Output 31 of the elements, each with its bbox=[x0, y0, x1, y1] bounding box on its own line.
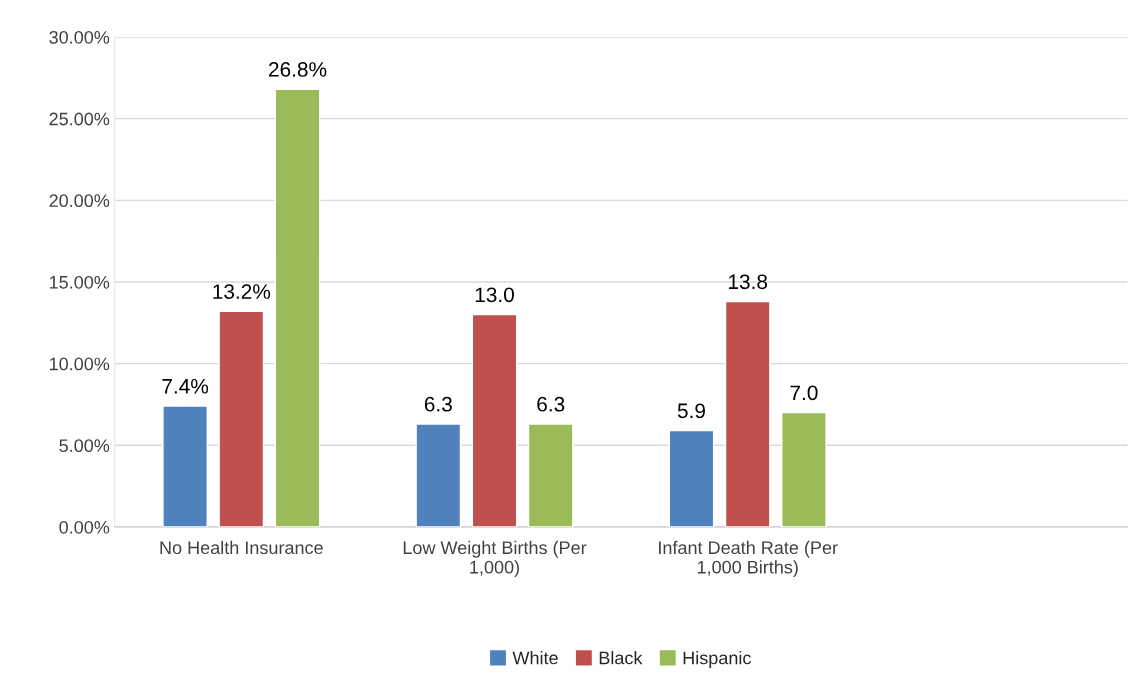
data-label: 26.8% bbox=[269, 62, 327, 77]
bar bbox=[415, 423, 462, 527]
y-tick-label: 25.00% bbox=[49, 112, 110, 126]
bar bbox=[471, 313, 518, 527]
data-label: 7.0 bbox=[790, 385, 818, 401]
y-tick-label: 5.00% bbox=[59, 439, 110, 453]
x-tick-label: No Health Insurance bbox=[160, 540, 323, 555]
y-tick-label: 15.00% bbox=[49, 275, 110, 289]
legend-label: White bbox=[512, 651, 558, 665]
data-label: 5.9 bbox=[677, 403, 705, 419]
data-label: 13.2% bbox=[213, 284, 271, 299]
y-tick-label: 20.00% bbox=[49, 194, 110, 208]
legend-label: Black bbox=[599, 651, 643, 665]
bar bbox=[527, 423, 574, 527]
y-tick-label: 30.00% bbox=[49, 30, 110, 44]
bar bbox=[274, 88, 321, 527]
x-tick-label: Infant Death Rate (Per 1,000 Births) bbox=[659, 540, 838, 578]
data-label: 7.4% bbox=[162, 378, 209, 394]
data-label: 6.3 bbox=[537, 396, 565, 412]
bar bbox=[218, 310, 265, 527]
y-tick-label: 0.00% bbox=[59, 520, 110, 534]
y-tick-label: 10.00% bbox=[49, 357, 110, 371]
bar bbox=[781, 411, 827, 527]
x-tick-label: Low Weight Births (Per 1,000) bbox=[403, 540, 587, 578]
data-label: 13.8 bbox=[729, 274, 768, 290]
bar bbox=[668, 429, 715, 527]
legend-label: Hispanic bbox=[683, 651, 751, 668]
data-label: 13.0 bbox=[475, 287, 514, 303]
data-label: 6.3 bbox=[424, 396, 452, 412]
bar bbox=[724, 300, 771, 527]
bar bbox=[162, 405, 208, 527]
